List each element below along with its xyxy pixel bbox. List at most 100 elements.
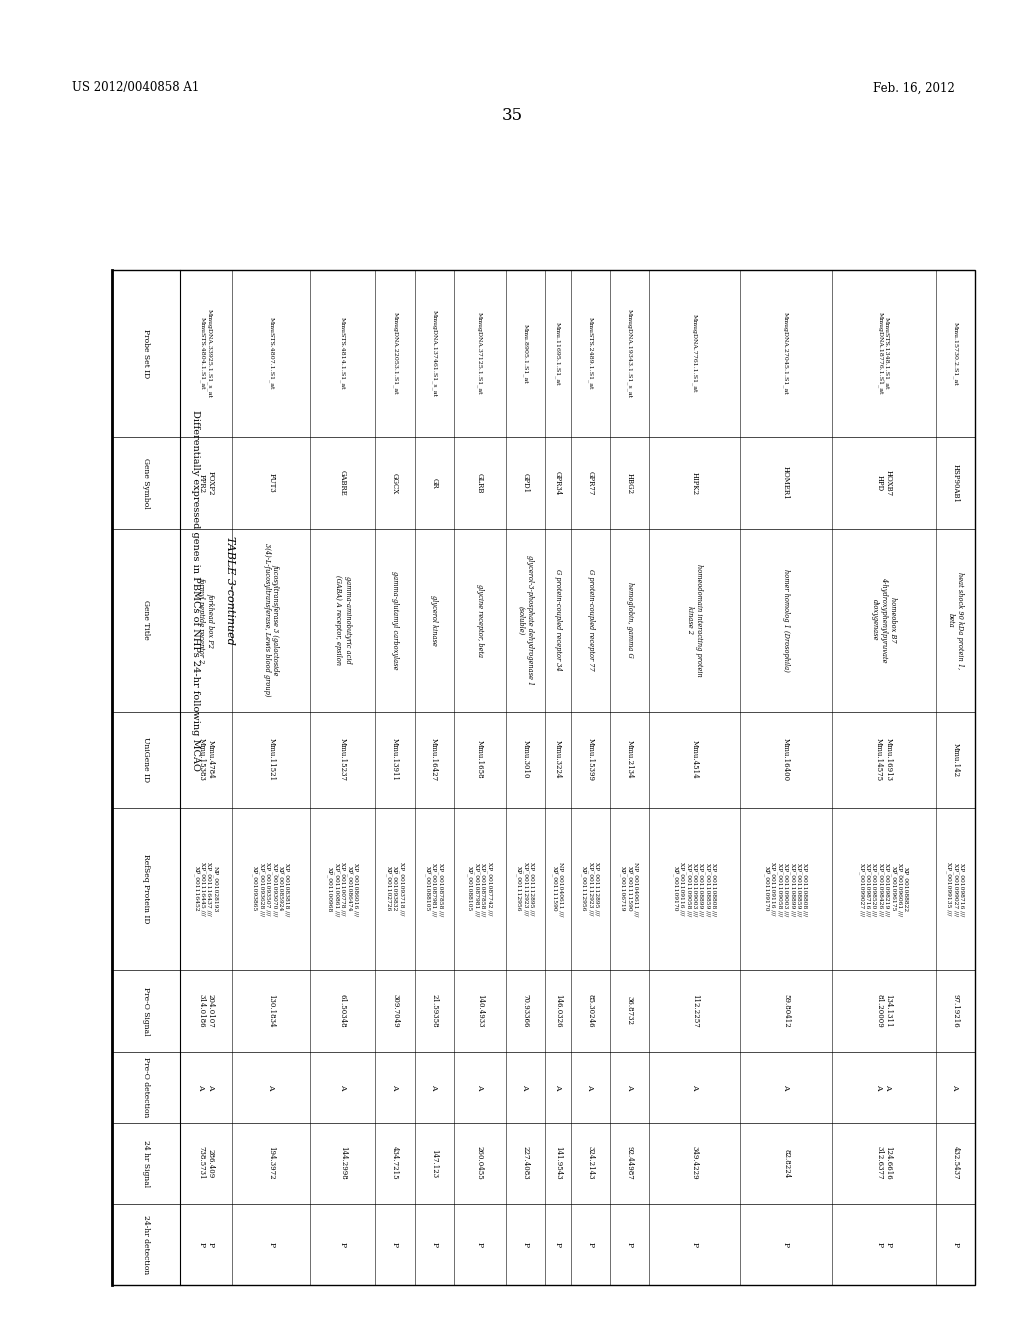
- Text: heat shock 90 kDa protein 1,
beta: heat shock 90 kDa protein 1, beta: [947, 572, 964, 669]
- Text: G protein-coupled receptor 77: G protein-coupled receptor 77: [587, 569, 595, 671]
- Text: 260.0455: 260.0455: [476, 1146, 483, 1180]
- Text: Probe Set ID: Probe Set ID: [142, 329, 150, 379]
- Text: UniGene ID: UniGene ID: [142, 737, 150, 783]
- Text: 35: 35: [502, 107, 522, 124]
- Text: 59.80412: 59.80412: [782, 994, 791, 1028]
- Text: XP_001112895 ///
XP_001112923 ///
XP_001112956: XP_001112895 /// XP_001112923 /// XP_001…: [516, 862, 535, 916]
- Text: MmuSTS.4807.1.S1_at: MmuSTS.4807.1.S1_at: [268, 318, 274, 389]
- Text: P: P: [782, 1242, 791, 1247]
- Text: NP_001040611 ///
XP_001111590
XP_001106719: NP_001040611 /// XP_001111590 XP_0011067…: [621, 862, 639, 916]
- Text: P: P: [626, 1242, 634, 1247]
- Text: MmuSTS.2489.1.S1_at: MmuSTS.2489.1.S1_at: [588, 318, 593, 389]
- Text: Mmu.11521: Mmu.11521: [267, 738, 275, 781]
- Text: XP_001087742 ///
XP_001087858 ///
XP_001087981 ///
XP_001088105: XP_001087742 /// XP_001087858 /// XP_001…: [467, 862, 493, 916]
- Text: P: P: [691, 1242, 698, 1247]
- Text: Mmu.15237: Mmu.15237: [339, 738, 347, 781]
- Text: MmugDNA.22053.1.S1_at: MmugDNA.22053.1.S1_at: [392, 313, 398, 395]
- Text: A: A: [626, 1084, 634, 1090]
- Text: 204.0107
314.0186: 204.0107 314.0186: [198, 994, 215, 1028]
- Text: 309.7049: 309.7049: [391, 994, 399, 1028]
- Text: Mmu.2134: Mmu.2134: [626, 741, 634, 779]
- Text: XP_001112895 ///
XP_001112923 ///
XP_001112956: XP_001112895 /// XP_001112923 /// XP_001…: [582, 862, 600, 916]
- Text: Pre-O Signal: Pre-O Signal: [142, 987, 150, 1035]
- Text: MmugDNA.7761.1.S1_at: MmugDNA.7761.1.S1_at: [692, 314, 697, 393]
- Text: glycine receptor, beta: glycine receptor, beta: [476, 583, 483, 657]
- Text: Mmu.142: Mmu.142: [951, 743, 959, 776]
- Text: homeobox B7
4-hydroxyphenylpyruvate
dioxygenase: homeobox B7 4-hydroxyphenylpyruvate diox…: [870, 577, 897, 663]
- Text: MmugDNA.33925.1.S1_s_at
MmuSTS.4804.1.S1_at: MmugDNA.33925.1.S1_s_at MmuSTS.4804.1.S1…: [200, 309, 212, 399]
- Text: 124.6616
312.6377: 124.6616 312.6377: [876, 1146, 892, 1180]
- Text: 24-hr detection: 24-hr detection: [142, 1214, 150, 1274]
- Text: 324.2143: 324.2143: [587, 1147, 595, 1180]
- Text: HBG2: HBG2: [626, 473, 634, 494]
- Text: gamma-aminobutyric acid
(GABA) A receptor, epsilon: gamma-aminobutyric acid (GABA) A recepto…: [334, 576, 351, 665]
- Text: GLRB: GLRB: [476, 473, 483, 494]
- Text: US 2012/0040858 A1: US 2012/0040858 A1: [72, 82, 200, 95]
- Text: Gene Title: Gene Title: [142, 601, 150, 640]
- Text: GPR34: GPR34: [554, 471, 562, 495]
- Text: homeodomain interacting protein
kinase 2: homeodomain interacting protein kinase 2: [686, 564, 703, 677]
- Text: 112.2257: 112.2257: [691, 994, 698, 1028]
- Text: P: P: [339, 1242, 347, 1247]
- Text: NP_001028193
XP_001116437 ///
XP_001116445 ///
XP_001116452: NP_001028193 XP_001116437 /// XP_0011164…: [194, 862, 218, 916]
- Text: HOMER1: HOMER1: [782, 466, 791, 500]
- Text: 36.8732: 36.8732: [626, 997, 634, 1026]
- Text: 146.0326: 146.0326: [554, 994, 562, 1028]
- Text: XP_001086016 ///
XP_001086474
XP_001100778 ///
XP_001100861 ///
XP_001100968: XP_001086016 /// XP_001086474 XP_0011007…: [328, 862, 358, 916]
- Text: Mmu.16913
Mmu.14575: Mmu.16913 Mmu.14575: [876, 738, 892, 781]
- Text: TABLE 3-continued: TABLE 3-continued: [225, 536, 234, 644]
- Text: P
P: P P: [876, 1242, 892, 1247]
- Text: MmuSTS.1348.1.S1_at
MmugDNA.18776.1.S1_at: MmuSTS.1348.1.S1_at MmugDNA.18776.1.S1_a…: [878, 313, 890, 395]
- Text: 144.2998: 144.2998: [339, 1146, 347, 1180]
- Text: XP_001088822
XP_001096061 ///
XP_001096175
XP_001098219 ///
XP_001098426 ///
XP_: XP_001088822 XP_001096061 /// XP_0010961…: [858, 862, 909, 916]
- Text: P: P: [587, 1242, 595, 1247]
- Text: Mmu.3010: Mmu.3010: [521, 741, 529, 779]
- Text: XP_001093718 ///
XP_001093832
XP_001102726: XP_001093718 /// XP_001093832 XP_0011027…: [386, 862, 404, 916]
- Text: A: A: [267, 1084, 275, 1090]
- Text: GPR77: GPR77: [587, 471, 595, 495]
- Text: Mmu.1658: Mmu.1658: [476, 741, 483, 779]
- Text: P
P: P P: [198, 1242, 215, 1247]
- Text: A
A: A A: [876, 1084, 892, 1090]
- Text: FUT3: FUT3: [267, 474, 275, 494]
- Text: 97.19216: 97.19216: [951, 994, 959, 1028]
- Text: 432.5437: 432.5437: [951, 1147, 959, 1180]
- Text: P: P: [430, 1242, 438, 1247]
- Text: Pre-O detection: Pre-O detection: [142, 1057, 150, 1117]
- Text: A: A: [691, 1084, 698, 1090]
- Text: 85.30246: 85.30246: [587, 994, 595, 1028]
- Text: 140.4933: 140.4933: [476, 994, 483, 1028]
- Text: Mmu.15399: Mmu.15399: [587, 738, 595, 781]
- Text: RefSeq Protein ID: RefSeq Protein ID: [142, 854, 150, 924]
- Text: P: P: [554, 1242, 562, 1247]
- Text: GPD1: GPD1: [521, 473, 529, 494]
- Text: 227.4083: 227.4083: [521, 1146, 529, 1180]
- Text: 286.409
738.5731: 286.409 738.5731: [198, 1147, 215, 1180]
- Text: Gene Symbol: Gene Symbol: [142, 458, 150, 508]
- Text: 134.1311
81.20009: 134.1311 81.20009: [876, 994, 892, 1028]
- Text: Feb. 16, 2012: Feb. 16, 2012: [873, 82, 955, 95]
- Bar: [112, 271, 975, 1284]
- Text: 349.4229: 349.4229: [691, 1146, 698, 1180]
- Text: 130.1834: 130.1834: [267, 994, 275, 1028]
- Text: P: P: [951, 1242, 959, 1247]
- Text: hemoglobin, gamma G: hemoglobin, gamma G: [626, 582, 634, 659]
- Text: P: P: [267, 1242, 275, 1247]
- Text: HOXB7
HPD: HOXB7 HPD: [876, 470, 892, 496]
- Text: glycerol-3-phosphate dehydrogenase 1
(soluble): glycerol-3-phosphate dehydrogenase 1 (so…: [517, 554, 534, 685]
- Text: Differentially expressed genes in PBMCs of NHPs 24-hr following MCAO: Differentially expressed genes in PBMCs …: [190, 409, 200, 771]
- Text: MmugDNA.137461.S1_s_at: MmugDNA.137461.S1_s_at: [431, 310, 437, 397]
- Text: GABRE: GABRE: [339, 470, 347, 496]
- Text: 61.50348: 61.50348: [339, 994, 347, 1028]
- Text: gamma-glutamyl carboxylase: gamma-glutamyl carboxylase: [391, 572, 399, 669]
- Text: FOXP2
FPR2: FOXP2 FPR2: [198, 471, 215, 495]
- Text: P: P: [521, 1242, 529, 1247]
- Text: Mmu.8905.1.S1_at: Mmu.8905.1.S1_at: [522, 323, 528, 384]
- Text: XP_001087858 ///
XP_001087981 ///
XP_001088105: XP_001087858 /// XP_001087981 /// XP_001…: [425, 862, 443, 916]
- Text: XP_001108808 ///
XP_001108859 ///
XP_001108899 ///
XP_001109003 ///
XP_001109058: XP_001108808 /// XP_001108859 /// XP_001…: [764, 862, 808, 916]
- Text: Mmu.3224: Mmu.3224: [554, 741, 562, 779]
- Text: MmugDNA.27045.1.S1_at: MmugDNA.27045.1.S1_at: [783, 313, 788, 395]
- Text: P: P: [391, 1242, 399, 1247]
- Text: Mmu.11695.1.S1_at: Mmu.11695.1.S1_at: [555, 322, 561, 385]
- Text: 70.93366: 70.93366: [521, 994, 529, 1028]
